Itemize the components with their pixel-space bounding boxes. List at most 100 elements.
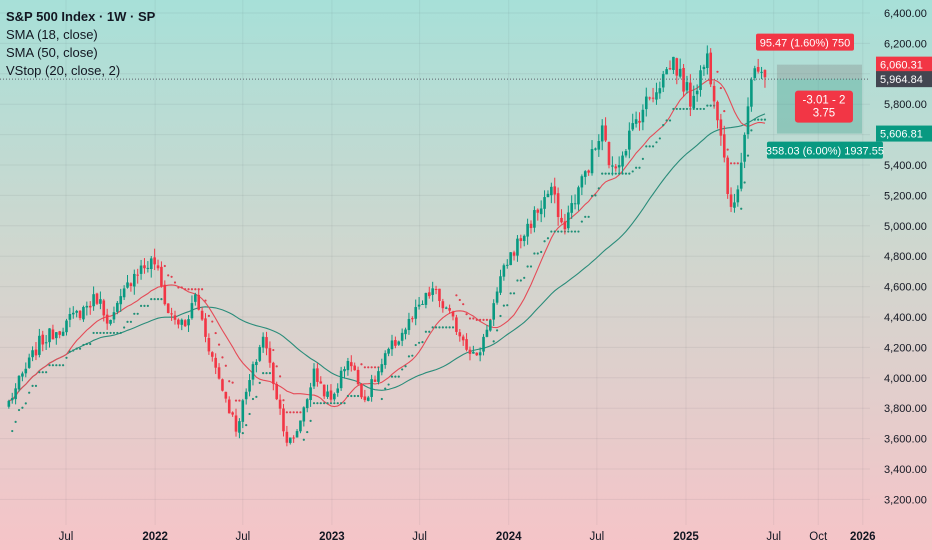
indicator-sma18-label[interactable]: SMA (18, close) — [6, 27, 98, 42]
candle-down — [58, 331, 62, 335]
candle-up — [743, 134, 746, 162]
vstop-dot — [380, 397, 383, 401]
price-badge-text: 5,964.84 — [880, 74, 923, 86]
vstop-dot — [533, 252, 536, 255]
vstop-dot — [245, 423, 248, 427]
vstop-dot — [706, 104, 709, 107]
vstop-dot — [89, 342, 92, 346]
candle-down — [234, 415, 238, 432]
candle-up — [550, 186, 553, 196]
vstop-dot — [567, 230, 570, 233]
candle-up — [692, 95, 696, 109]
vstop-dot — [92, 331, 95, 335]
candle-up — [685, 82, 689, 91]
vstop-dot — [31, 384, 34, 387]
stop-label-bg — [766, 141, 883, 159]
vstop-dot — [696, 107, 699, 111]
vstop-dot — [234, 399, 238, 402]
candle-down — [41, 334, 45, 345]
indicator-sma50-label[interactable]: SMA (50, close) — [6, 45, 98, 60]
vstop-dot — [675, 107, 678, 111]
vstop-dot — [58, 364, 61, 367]
vstop-dot — [156, 298, 160, 301]
vstop-dot — [173, 281, 177, 284]
candle-down — [363, 396, 367, 401]
vstop-dot — [421, 341, 424, 344]
vstop-dot — [753, 118, 756, 121]
vstop-dot — [55, 364, 58, 367]
vstop-dot — [99, 331, 102, 335]
candle-up — [288, 437, 292, 443]
candle-up — [400, 332, 404, 341]
vstop-dot — [329, 402, 333, 405]
vstop-dot — [136, 312, 139, 315]
candle-down — [163, 284, 167, 305]
price-badge-text: 5,606.81 — [880, 129, 923, 141]
candle-up — [631, 123, 635, 130]
vstop-dot — [326, 402, 329, 405]
vstop-dot — [502, 304, 505, 307]
vstop-dot — [346, 394, 350, 398]
vstop-dot — [231, 381, 234, 384]
candle-up — [702, 66, 706, 70]
vstop-dot — [272, 348, 275, 352]
candle-down — [716, 101, 719, 121]
vstop-dot — [682, 107, 685, 111]
vstop-dot — [184, 288, 187, 291]
candle-down — [638, 120, 641, 123]
vstop-dot — [28, 391, 31, 394]
candle-up — [485, 329, 489, 337]
candle-up — [309, 387, 312, 401]
candle-down — [709, 52, 713, 85]
candle-up — [261, 336, 265, 348]
time-axis[interactable]: Jul 2022 Jul 2023 Jul 2024 Jul 2025 Jul Oct 2026 — [59, 531, 876, 543]
candle-up — [305, 399, 309, 409]
candle-up — [482, 336, 485, 352]
sma18-path — [8, 79, 766, 408]
risk-reward-text: 3.75 — [813, 108, 835, 120]
vstop-dot — [119, 331, 122, 335]
candle-up — [516, 238, 519, 256]
y-tick-label: 3,600.00 — [884, 434, 927, 446]
candle-up — [149, 258, 153, 270]
candle-up — [68, 314, 72, 320]
vstop-dot — [407, 355, 411, 358]
vstop-dot — [167, 274, 170, 277]
vstop-dot — [356, 394, 360, 398]
vstop-dot — [350, 394, 353, 398]
candle-up — [505, 264, 509, 266]
candle-down — [207, 338, 211, 352]
candle-up — [82, 306, 85, 320]
vstop-dot — [635, 166, 638, 169]
vstop-dot — [394, 375, 397, 378]
candle-down — [204, 318, 207, 337]
candle-up — [302, 407, 306, 422]
candle-down — [349, 362, 353, 367]
candle-up — [17, 375, 21, 390]
x-tick-label: 2026 — [850, 531, 876, 543]
candle-up — [407, 319, 411, 331]
indicator-vstop-label[interactable]: VStop (20, close, 2) — [6, 63, 121, 78]
candle-down — [651, 97, 655, 99]
candle-down — [227, 399, 231, 414]
vstop-dot — [607, 172, 611, 175]
candle-down — [529, 223, 533, 229]
candle-up — [24, 368, 28, 374]
candle-down — [682, 68, 685, 92]
candle-up — [624, 151, 628, 156]
sma18-line — [8, 79, 766, 408]
vstop-dot — [540, 250, 543, 254]
vstop-dot — [153, 298, 156, 301]
candle-up — [85, 305, 89, 308]
symbol-title[interactable]: S&P 500 Index · 1W · SP — [6, 9, 156, 24]
candle-up — [370, 379, 373, 397]
position-tool[interactable]: -3.01 - 23.75 95.47 (1.60%) 750 358.03 (6.… — [0, 33, 884, 159]
vstop-dot — [48, 364, 51, 367]
vstop-dot — [309, 419, 312, 422]
candle-down — [553, 186, 557, 195]
vstop-dot — [438, 326, 441, 329]
candle-down — [722, 134, 726, 158]
candle-down — [441, 301, 445, 309]
candle-up — [10, 398, 14, 401]
